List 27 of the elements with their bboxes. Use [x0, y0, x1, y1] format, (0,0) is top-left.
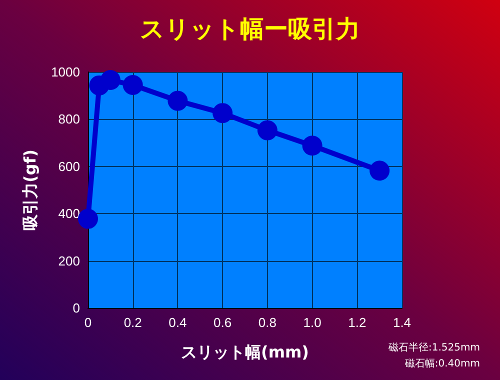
text: 磁石幅:0.40mm: [404, 358, 480, 370]
point: [212, 103, 233, 124]
x-tick-label: 1.2: [348, 315, 366, 330]
x-tick-label: 0.6: [214, 315, 232, 330]
text: 磁石半径:1.525mm: [388, 342, 480, 354]
x-tick-label: 0: [84, 315, 92, 330]
x-tick-label: 1.4: [392, 315, 412, 330]
point: [100, 70, 120, 90]
point: [302, 136, 322, 156]
point: [122, 74, 143, 95]
point: [370, 160, 390, 181]
y-tick-label: 600: [58, 158, 80, 174]
x-tick-label: 0.4: [168, 315, 187, 330]
y-axis-title: 吸引力(gf): [20, 149, 40, 231]
point: [257, 120, 278, 140]
chart-title: スリット幅ー吸引力: [140, 15, 360, 43]
point: [168, 90, 188, 111]
y-tick-label: 0: [72, 300, 80, 316]
y-tick-label: 800: [58, 112, 80, 127]
y-tick-label: 200: [58, 253, 80, 268]
point: [78, 208, 98, 229]
y-tick-label: 400: [58, 206, 80, 222]
x-axis-title: スリット幅(mm): [181, 342, 309, 362]
x-tick-label: 1.0: [303, 315, 322, 330]
x-tick-label: 0.2: [124, 315, 142, 330]
y-tick-label: 1000: [51, 64, 80, 80]
x-tick-label: 0.8: [258, 315, 276, 330]
